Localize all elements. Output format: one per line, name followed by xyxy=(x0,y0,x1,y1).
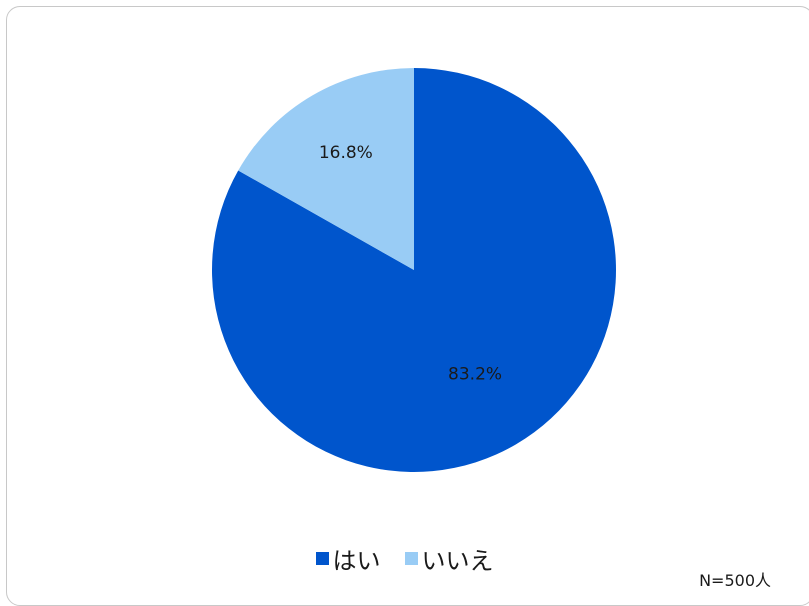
sample-size-note: N=500人 xyxy=(699,571,771,590)
pie-data-labels: 83.2% 16.8% xyxy=(319,143,502,385)
data-label-no: 16.8% xyxy=(319,143,373,163)
legend-entry-yes: はい xyxy=(315,541,381,576)
data-label-yes: 83.2% xyxy=(448,365,502,385)
pie-slices xyxy=(212,68,616,473)
pie-slice-no xyxy=(238,68,414,270)
legend-swatch-no xyxy=(404,551,418,565)
legend-label-no: いいえ xyxy=(421,546,494,575)
legend-entry-no: いいえ xyxy=(404,541,494,576)
legend-swatch-yes xyxy=(315,551,329,565)
legend-label-yes: はい xyxy=(332,546,381,575)
chart-legend: はい いいえ xyxy=(0,538,809,578)
